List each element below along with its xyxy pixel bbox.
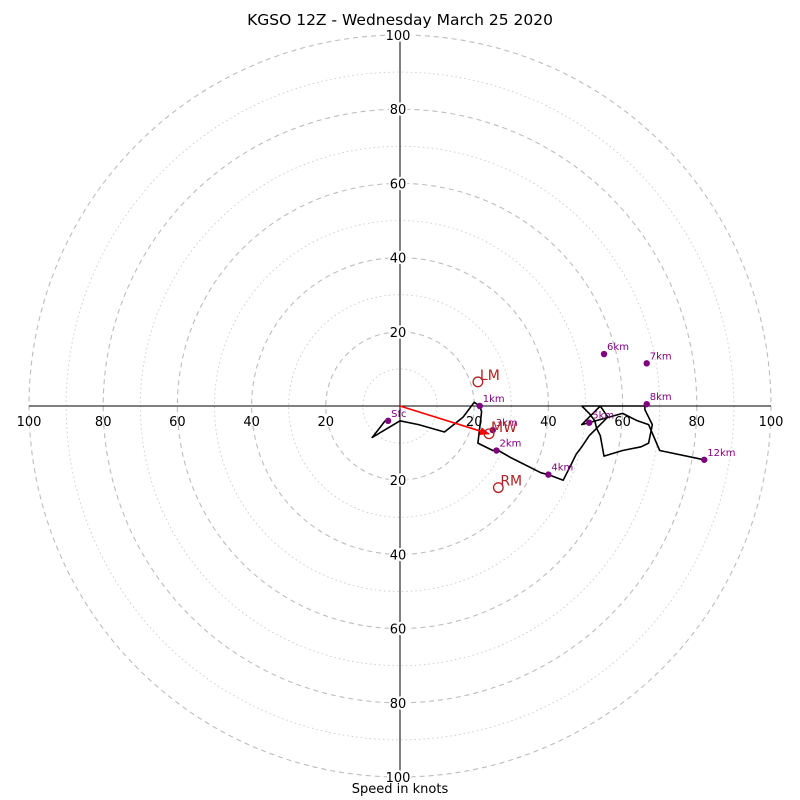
height-label-6km: 6km: [607, 342, 629, 353]
height-marker-2km: [493, 447, 500, 454]
y-tick-label: 100: [386, 29, 411, 44]
storm-motion-markers: LM RM MW: [472, 368, 522, 494]
y-tick-label: 60: [390, 177, 407, 192]
y-tick-label: 40: [390, 252, 407, 267]
storm-motion-label-mw: MW: [491, 420, 517, 436]
x-tick-label: 100: [759, 415, 784, 430]
x-tick-label: 60: [169, 415, 186, 430]
x-tick-label: 40: [243, 415, 260, 430]
y-tick-label: 100: [386, 771, 411, 786]
chart-title: KGSO 12Z - Wednesday March 25 2020: [247, 11, 553, 29]
height-label-4km: 4km: [551, 463, 573, 474]
height-markers: Sfc 1km 2km 3km 4km 5km 6km 7km 8km 12km: [384, 342, 735, 478]
height-label-7km: 7km: [650, 351, 672, 362]
y-tick-label: 20: [390, 474, 407, 489]
height-marker-6km: [600, 350, 608, 358]
tick-labels: 100 100 80 80 60 60 40 40 20 20 20 20 40 40 60 60 80 80 10…: [17, 27, 784, 788]
height-marker-1km: [476, 402, 483, 410]
x-tick-label: 80: [95, 415, 112, 430]
x-tick-label: 80: [689, 415, 706, 430]
x-tick-label: 20: [318, 415, 335, 430]
mean-wind-vector-group: [399, 405, 490, 435]
height-marker-sfc: [384, 417, 392, 425]
mean-wind-vector: [399, 405, 490, 435]
height-label-3km: 3km: [496, 418, 518, 429]
height-marker-8km: [643, 400, 650, 408]
height-marker-7km: [643, 360, 650, 367]
storm-motion-label-lm: LM: [480, 368, 500, 384]
y-tick-label: 40: [390, 548, 407, 563]
height-label-5km: 5km: [592, 411, 614, 422]
storm-motion-marker-rm: [492, 482, 504, 494]
storm-motion-label-rm: RM: [500, 474, 522, 490]
hodograph-trace: [371, 401, 705, 482]
height-label-1km: 1km: [483, 394, 505, 405]
x-tick-label: 40: [540, 415, 557, 430]
y-tick-label: 60: [390, 623, 407, 638]
height-marker-12km: [701, 456, 708, 463]
hodograph-line: [371, 401, 705, 482]
height-marker-4km: [545, 471, 552, 478]
y-tick-label: 80: [390, 697, 407, 712]
x-tick-label: 20: [466, 415, 483, 430]
height-label-8km: 8km: [650, 392, 672, 403]
x-tick-label: 100: [17, 415, 42, 430]
y-tick-label: 80: [390, 103, 407, 118]
height-marker-5km: [586, 419, 593, 426]
y-tick-label: 20: [390, 326, 407, 341]
x-tick-label: 60: [614, 415, 631, 430]
storm-motion-marker-lm: [472, 376, 484, 388]
height-label-12km: 12km: [707, 448, 735, 459]
height-label-2km: 2km: [499, 439, 521, 450]
storm-motion-marker-mw: [483, 428, 495, 440]
height-label-sfc: Sfc: [391, 409, 406, 420]
x-axis-label: Speed in knots: [351, 782, 449, 797]
